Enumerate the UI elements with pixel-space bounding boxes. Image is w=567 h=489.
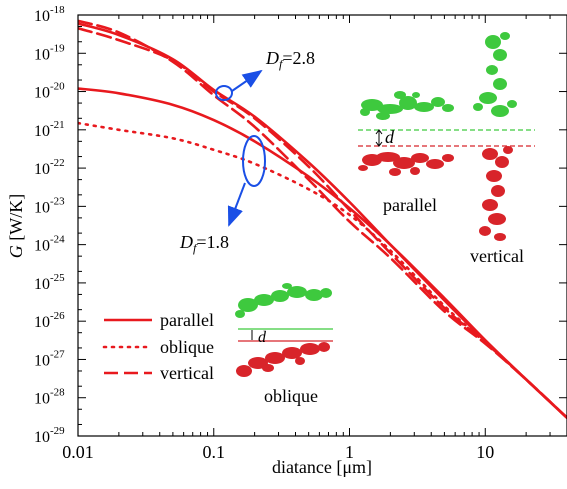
aggregate-green-parallel xyxy=(360,91,454,120)
y-axis-symbol: G xyxy=(6,245,26,258)
aggregate-red-parallel xyxy=(358,152,454,176)
x-tick-label: 0.1 xyxy=(203,442,226,462)
inset-oblique: d oblique xyxy=(235,283,333,406)
y-tick-label: 10-26 xyxy=(34,310,65,331)
inset-vertical-label: vertical xyxy=(470,246,524,266)
df-low-value: =1.8 xyxy=(196,232,229,252)
plot-frame xyxy=(77,14,567,437)
y-tick-label: 10-20 xyxy=(34,81,65,102)
legend-label-vertical: vertical xyxy=(160,363,214,383)
legend-label-oblique: oblique xyxy=(160,337,214,357)
aggregate-green-vertical xyxy=(473,32,517,117)
df-high-annotation: Df=2.8 xyxy=(215,48,315,101)
x-tick-label: 1 xyxy=(345,442,354,462)
aggregate-green-oblique xyxy=(235,283,332,318)
inset-parallel-label: parallel xyxy=(383,195,437,215)
tick-layer: 0.01 0.1 1 10 10-18 10-19 10-20 10-21 10-22 10-23… xyxy=(34,4,567,462)
x-tick-label: 10 xyxy=(476,442,494,462)
df-high-circle xyxy=(215,85,233,101)
df-low-annotation: Df=1.8 xyxy=(179,135,266,255)
y-axis-unit: [W/K] xyxy=(6,194,26,245)
df-high-symbol: D xyxy=(265,48,279,68)
separation-label: d xyxy=(385,127,395,147)
x-axis-label: diatance [μm] xyxy=(272,457,372,477)
series-line-vertical-4 xyxy=(78,19,567,420)
legend-label-parallel: parallel xyxy=(160,310,214,330)
df-high-subscript: f xyxy=(279,57,284,71)
inset-parallel-vertical: d parallel vertical xyxy=(358,32,535,266)
y-tick-label: 10-24 xyxy=(34,234,65,255)
df-low-arrow xyxy=(227,182,246,227)
y-tick-label: 10-29 xyxy=(34,425,65,446)
series-line-parallel-2 xyxy=(78,87,567,420)
df-high-label: Df=2.8 xyxy=(265,48,315,71)
y-tick-label: 10-21 xyxy=(34,119,65,140)
y-tick-label: 10-23 xyxy=(34,195,65,216)
y-tick-label: 10-19 xyxy=(34,42,65,63)
y-tick-label: 10-28 xyxy=(34,387,65,408)
aggregate-red-vertical xyxy=(479,146,513,241)
oblique-separation-label: d xyxy=(258,329,267,346)
df-low-symbol: D xyxy=(179,232,193,252)
series-layer xyxy=(78,19,567,420)
inset-oblique-label: oblique xyxy=(264,386,318,406)
y-tick-label: 10-18 xyxy=(34,4,65,25)
df-low-subscript: f xyxy=(193,241,198,255)
y-tick-label: 10-25 xyxy=(34,272,65,293)
df-high-value: =2.8 xyxy=(282,48,315,68)
aggregate-red-oblique xyxy=(236,342,330,377)
y-tick-label: 10-22 xyxy=(34,157,65,178)
df-low-circle xyxy=(242,135,266,187)
df-low-label: Df=1.8 xyxy=(179,232,229,255)
x-tick-label: 0.01 xyxy=(62,442,94,462)
df-high-arrow xyxy=(231,69,263,92)
y-tick-label: 10-27 xyxy=(34,348,65,369)
y-axis-label: G [W/K] xyxy=(6,194,26,258)
legend: parallel oblique vertical xyxy=(102,310,214,383)
